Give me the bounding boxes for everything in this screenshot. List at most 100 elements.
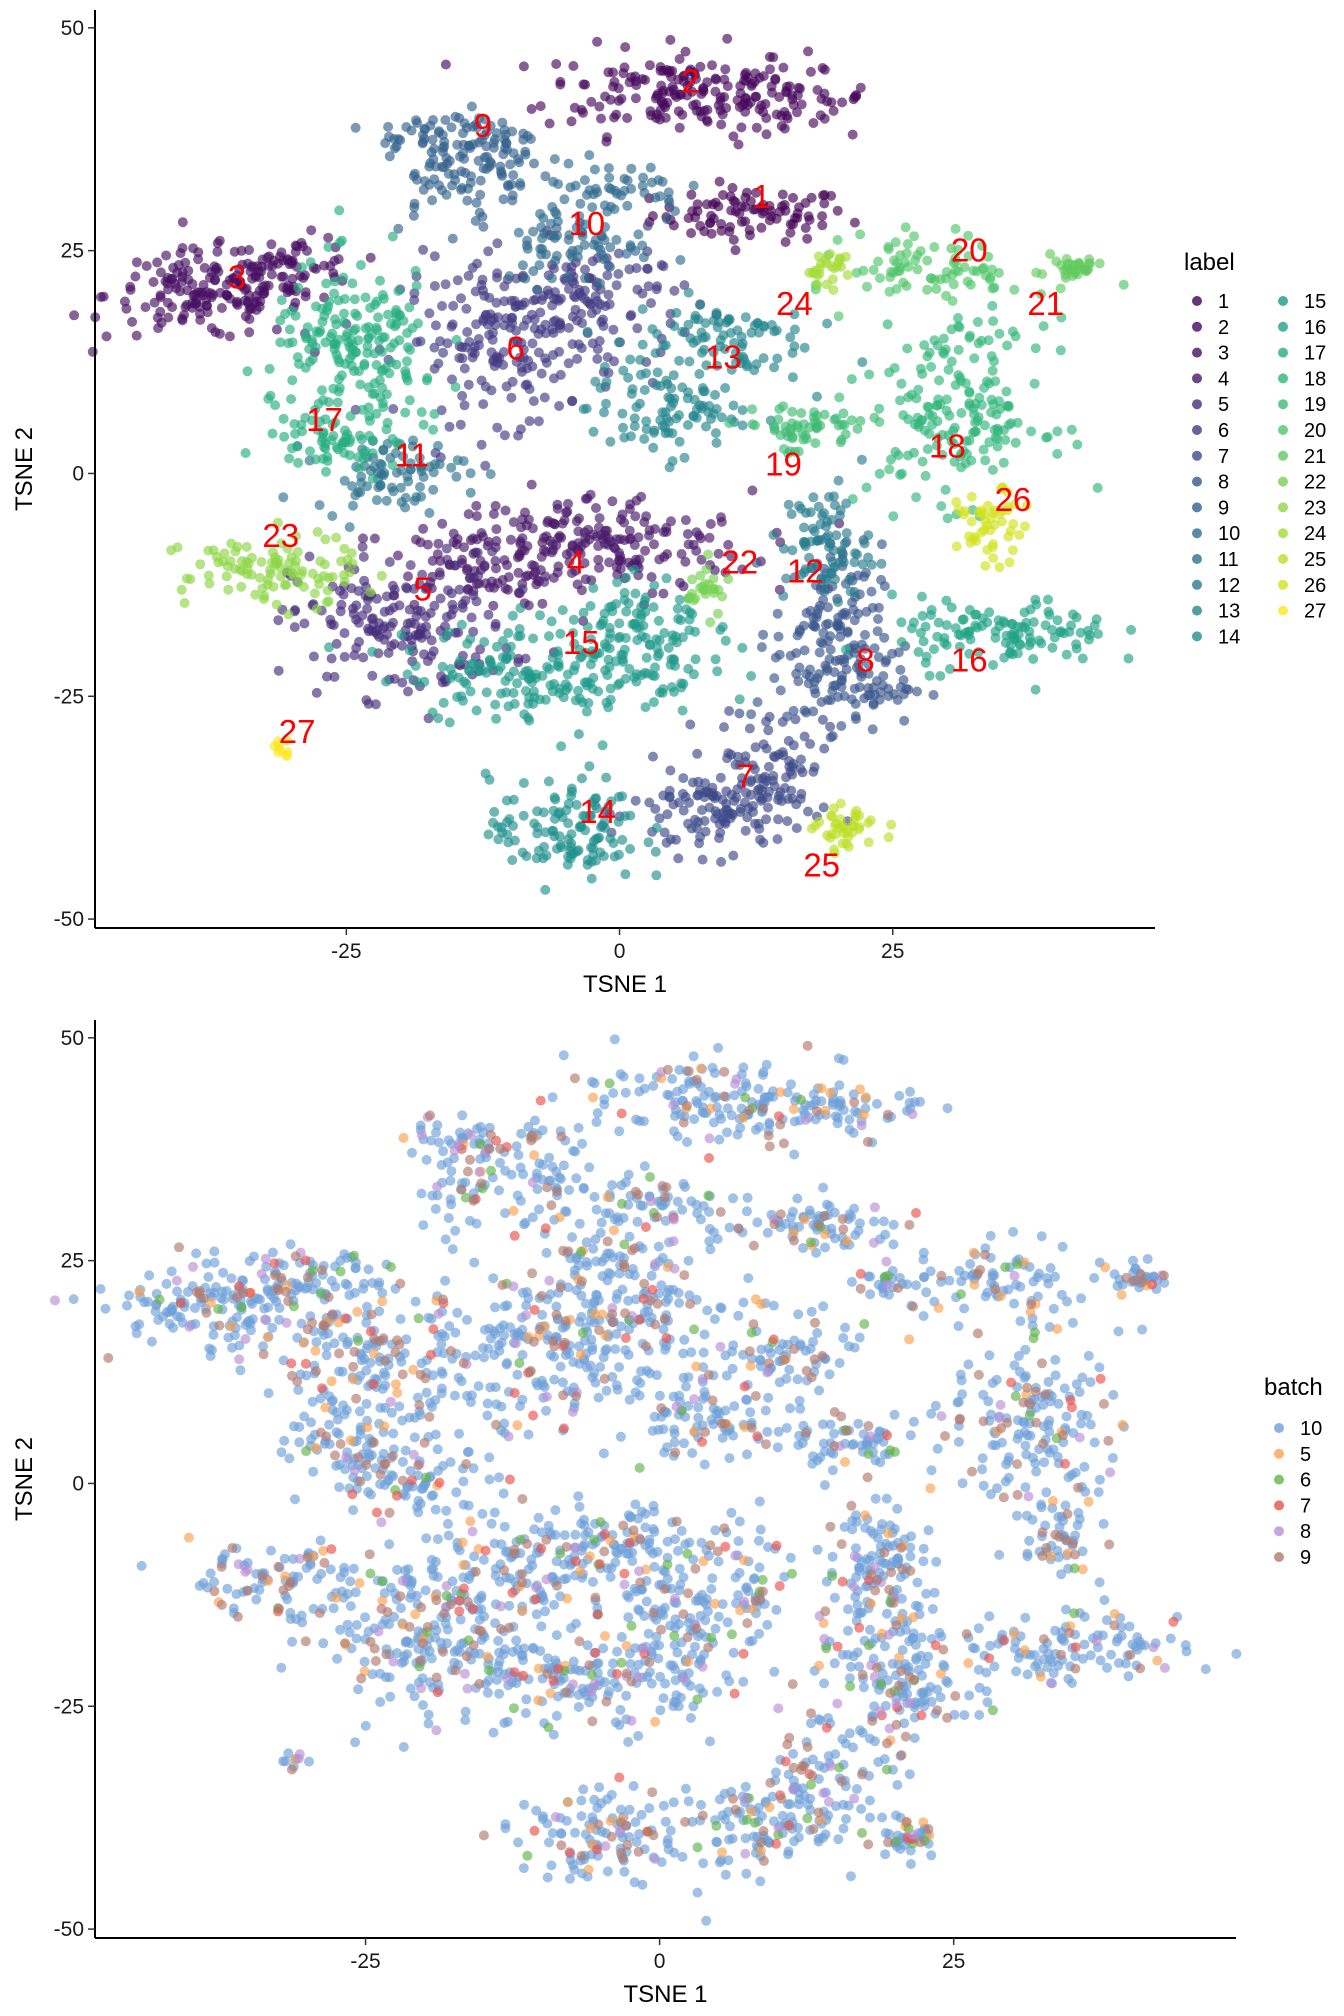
point (562, 669, 573, 680)
point (689, 394, 700, 405)
point (626, 183, 637, 194)
point (817, 510, 828, 521)
point (488, 509, 499, 519)
point (678, 773, 689, 784)
point (457, 599, 468, 610)
point (711, 791, 722, 801)
point (471, 596, 482, 607)
point (573, 1491, 584, 1502)
point (613, 633, 624, 644)
point (679, 452, 690, 463)
point (466, 171, 476, 182)
point (879, 632, 890, 643)
point (1118, 279, 1129, 290)
point (633, 229, 644, 240)
point (985, 274, 995, 285)
point (621, 248, 632, 259)
legend-key (1278, 502, 1288, 513)
point (570, 1529, 581, 1540)
point (773, 749, 784, 760)
point (471, 511, 482, 522)
point (488, 600, 499, 611)
legend-key (1192, 450, 1202, 461)
point (705, 617, 716, 628)
point (222, 561, 233, 572)
point (439, 632, 449, 643)
point (796, 503, 807, 514)
point (605, 683, 616, 694)
point (896, 637, 907, 647)
legend-label-text: 4 (1218, 368, 1229, 390)
point (314, 500, 325, 511)
point (665, 834, 676, 845)
legend-item: 1 (1192, 291, 1229, 313)
point (483, 246, 494, 257)
y-tick-label: 50 (61, 17, 84, 40)
point (492, 272, 502, 283)
point (410, 265, 421, 276)
point (817, 220, 828, 231)
point (635, 369, 646, 380)
point (462, 195, 473, 206)
point (488, 817, 498, 828)
point (819, 190, 830, 200)
point (723, 539, 734, 550)
point (876, 539, 887, 550)
point (537, 244, 548, 254)
point (714, 176, 725, 187)
point (904, 1769, 915, 1780)
point (603, 163, 614, 174)
point (934, 375, 945, 386)
point (512, 1327, 523, 1338)
point (670, 1534, 680, 1545)
point (527, 338, 538, 349)
point (835, 631, 846, 642)
point (369, 348, 380, 359)
point (851, 714, 861, 725)
point (631, 263, 642, 274)
point (710, 1525, 721, 1536)
point (855, 415, 866, 426)
point (838, 557, 849, 568)
point (522, 131, 533, 141)
point (141, 261, 152, 271)
point (458, 128, 468, 139)
point (663, 392, 674, 403)
point (998, 457, 1009, 468)
point (488, 142, 499, 153)
point (273, 665, 284, 676)
point (956, 408, 967, 418)
point (321, 671, 332, 682)
legend-key (1192, 502, 1202, 513)
point (342, 1280, 353, 1291)
point (782, 711, 792, 722)
point (839, 607, 850, 618)
point (605, 94, 616, 105)
point (630, 588, 641, 599)
point (564, 1348, 575, 1359)
point (701, 115, 712, 126)
point (680, 46, 691, 57)
point (1014, 529, 1025, 540)
point (710, 654, 721, 665)
point (1025, 637, 1036, 648)
point (800, 430, 811, 441)
point (478, 163, 489, 174)
point (580, 1530, 591, 1541)
point (580, 273, 590, 284)
point (350, 1263, 361, 1274)
point (508, 794, 519, 805)
point (541, 546, 552, 557)
point (819, 1678, 830, 1689)
point (613, 83, 624, 94)
point (523, 1429, 534, 1440)
point (726, 551, 737, 562)
point (538, 1379, 548, 1390)
point (829, 667, 840, 678)
point (796, 754, 806, 765)
point (935, 274, 946, 285)
point (350, 490, 361, 501)
point (182, 1287, 193, 1297)
point (1009, 284, 1020, 295)
point (861, 482, 872, 493)
